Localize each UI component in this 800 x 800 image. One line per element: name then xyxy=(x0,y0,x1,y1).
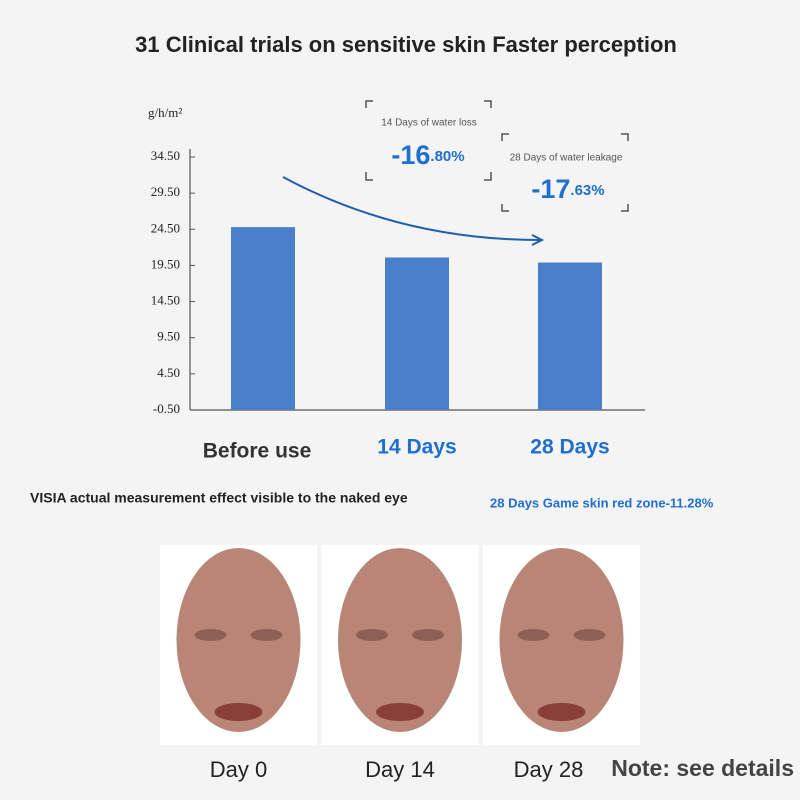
eye xyxy=(412,629,444,641)
title: 31 Clinical trials on sensitive skin Fas… xyxy=(135,32,677,57)
lips xyxy=(537,703,586,721)
y-tick-label: 29.50 xyxy=(151,184,180,199)
eye xyxy=(517,629,550,641)
photos: Day 0 Day 14 Day 28 xyxy=(160,545,640,782)
y-unit: g/h/m² xyxy=(148,105,182,120)
eye xyxy=(194,629,227,641)
eye xyxy=(356,629,388,641)
photo-label: Day 28 xyxy=(514,757,584,782)
eye xyxy=(250,629,283,641)
bar xyxy=(385,257,449,410)
arrow-head xyxy=(531,234,545,246)
face xyxy=(338,548,462,732)
photo-label: Day 14 xyxy=(365,757,435,782)
y-tick-label: 24.50 xyxy=(151,220,180,235)
eye xyxy=(573,629,606,641)
bar xyxy=(538,262,602,410)
x-tick-label: Before use xyxy=(203,440,312,463)
annotation-value: -17.63% xyxy=(531,174,604,204)
y-tick-label: 14.50 xyxy=(151,293,180,308)
lips xyxy=(214,703,263,721)
note: Note: see details xyxy=(611,755,794,781)
annotation-label: 14 Days of water loss xyxy=(381,118,477,129)
bracket-2 xyxy=(501,133,629,212)
y-tick-label: 9.50 xyxy=(157,329,180,344)
y-tick-label: -0.50 xyxy=(153,401,180,416)
lips xyxy=(376,703,424,721)
visia-result: 28 Days Game skin red zone-11.28% xyxy=(490,495,714,510)
y-tick-label: 4.50 xyxy=(157,365,180,380)
visia-heading: VISIA actual measurement effect visible … xyxy=(30,490,408,506)
bar xyxy=(231,227,295,410)
y-tick-label: 19.50 xyxy=(151,256,180,271)
bracket-1 xyxy=(365,100,492,181)
annotation-label: 28 Days of water leakage xyxy=(510,153,623,164)
y-tick-label: 34.50 xyxy=(151,148,180,163)
photo-label: Day 0 xyxy=(210,757,267,782)
face xyxy=(176,548,301,732)
annotation-value: -16.80% xyxy=(391,140,464,170)
x-tick-label: 28 Days xyxy=(530,436,609,459)
face xyxy=(499,548,624,732)
x-tick-label: 14 Days xyxy=(377,436,456,459)
trend-arrow xyxy=(282,176,541,241)
